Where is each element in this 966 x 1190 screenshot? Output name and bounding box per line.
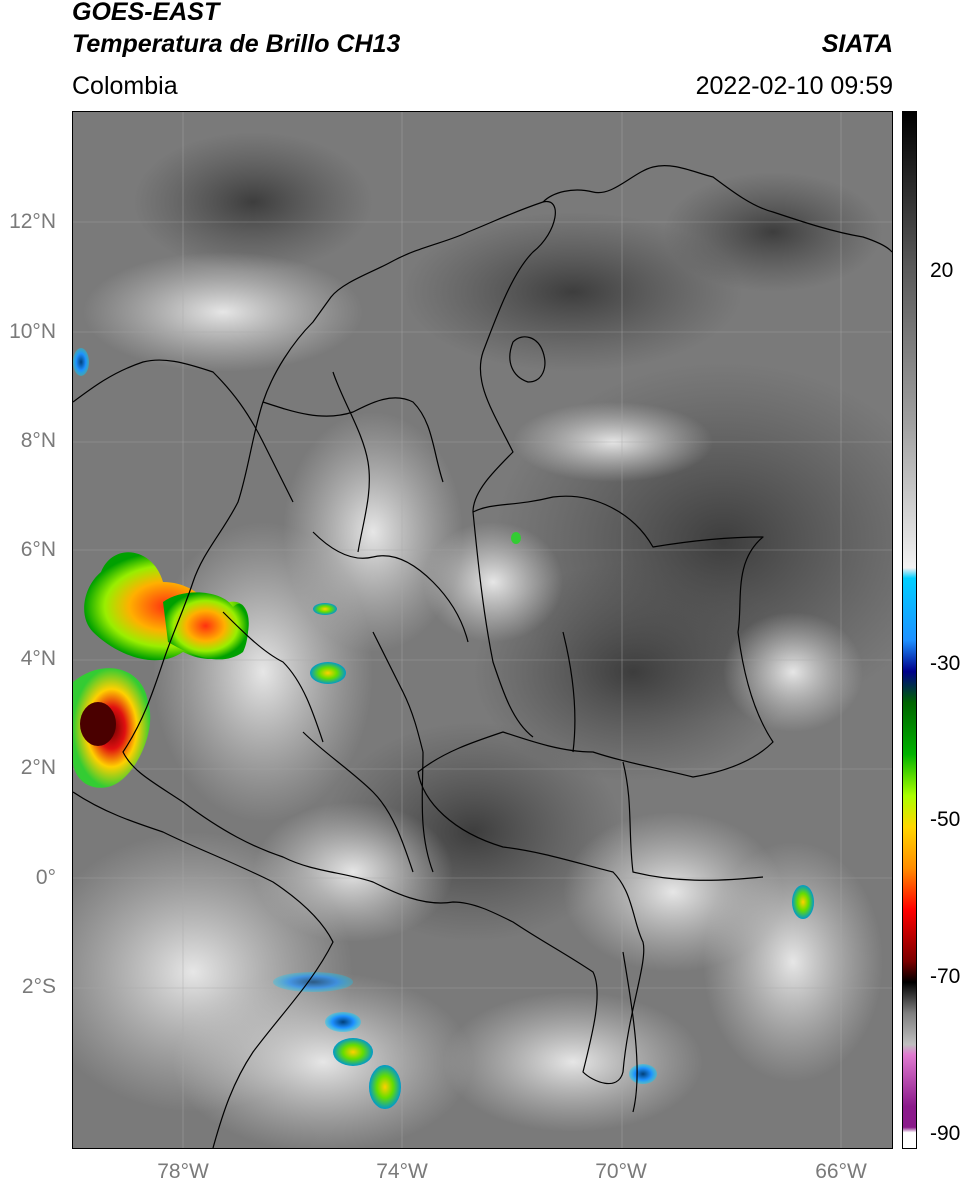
title-product: Temperatura de Brillo CH13 [72,30,401,58]
peru-ecuador [72,791,334,1149]
organization-label: SIATA [821,30,893,58]
lat-label-10n: 10°N [9,320,56,343]
region-label: Colombia [72,72,178,100]
lat-label-6n: 6°N [20,538,56,561]
datetime-label: 2022-02-10 09:59 [695,72,893,100]
colorbar-svg [903,112,916,1148]
lat-label-2s: 2°S [21,975,56,998]
department-line-7 [622,761,764,881]
department-line-5 [472,511,534,738]
storm-cell-tolima [310,662,346,684]
lon-label-70w: 70°W [595,1160,647,1183]
department-line-10 [332,371,370,553]
gridlines [73,112,892,1148]
colombia-outline [122,201,774,1085]
colorbar [902,111,917,1149]
lake-maracaibo [509,336,546,383]
lat-label-12n: 12°N [9,210,56,233]
storm-cell-cundinamarca [313,603,337,615]
lat-label-4n: 4°N [20,647,56,670]
storm-cell-ecuador-c [325,1012,361,1032]
storm-core-coastal [80,702,116,746]
department-line-1 [262,397,444,483]
convective-storm-cells [73,348,814,1109]
lat-label-2n: 2°N [20,756,56,779]
storm-cell-choco [163,592,249,660]
colorbar-label-minus70: -70 [930,965,961,988]
cold-cloud-regions [33,252,883,1152]
colorbar-label-minus50: -50 [930,808,961,831]
satellite-map [33,111,953,1152]
panama-coast [72,359,294,503]
storm-cell-peru [629,1064,657,1084]
department-line-3 [222,611,324,743]
colorbar-label-20: 20 [930,259,954,282]
department-line-6 [562,631,576,753]
lon-label-74w: 74°W [376,1160,428,1183]
storm-cell-amazonas-east [792,885,814,919]
lat-label-0: 0° [35,866,56,889]
lon-label-78w: 78°W [157,1160,209,1183]
title-goes-east: GOES-EAST [72,0,220,26]
brazil-line [622,951,638,1113]
lat-label-8n: 8°N [20,429,56,452]
colorbar-label-minus30: -30 [930,652,961,675]
storm-cell-ecuador-a [333,1038,373,1066]
cloud-edge-ecuador [273,972,353,992]
storm-cell-ecuador-b [369,1065,401,1109]
department-line-9 [302,731,414,873]
political-boundaries [72,165,893,1149]
colorbar-label-minus90: -90 [930,1122,961,1145]
department-line-2 [312,531,469,643]
venezuela-coast [542,165,893,253]
storm-cell-northwest [73,348,89,376]
department-line-4 [372,631,424,753]
department-line-8 [421,751,434,873]
lon-label-66w: 66°W [815,1160,867,1183]
storm-cell-venezuela [511,532,521,544]
map-svg [33,112,953,1152]
